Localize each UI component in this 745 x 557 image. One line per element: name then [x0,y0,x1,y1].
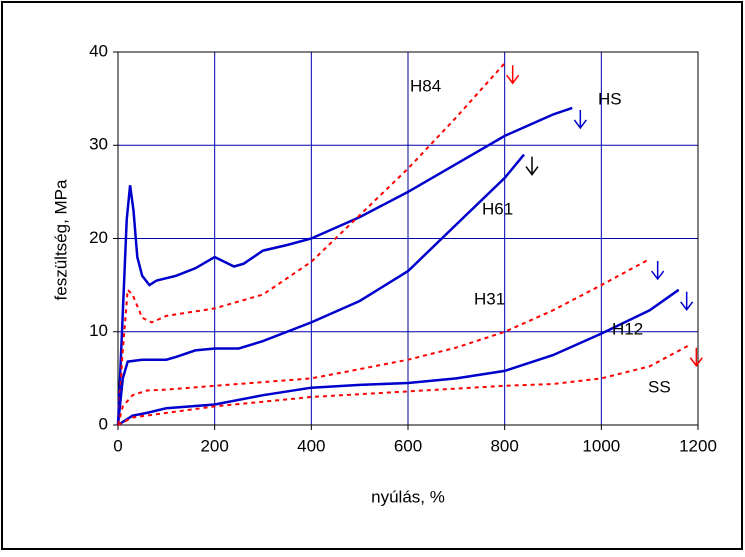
plot-border [117,51,699,426]
x-tick-label: 800 [490,436,518,455]
x-tick-label: 400 [297,436,325,455]
x-tick-label: 1000 [582,436,620,455]
series-line [117,288,680,427]
break-arrow [651,261,665,281]
y-axis-label: feszültség, MPa [51,179,70,300]
break-arrow [573,109,587,130]
series-line [116,153,525,426]
break-arrow [525,156,539,176]
y-tick-label: 40 [89,41,108,60]
x-tick-label: 200 [200,436,228,455]
series-label: H12 [612,319,643,338]
series-label: H31 [474,289,505,308]
x-tick-label: 600 [394,436,422,455]
y-tick-label: 30 [89,135,108,154]
series-line [117,62,506,426]
x-tick-label: 1200 [679,436,717,455]
y-tick-label: 0 [99,414,108,433]
series-label: H84 [410,76,441,95]
y-tick-label: 10 [89,321,108,340]
series-label: H61 [482,199,513,218]
series-label: HS [598,89,622,108]
break-arrow [680,291,694,312]
break-arrow [689,347,703,367]
series-line [117,258,651,426]
y-tick-label: 20 [89,228,108,247]
series-line [116,106,573,426]
break-arrow [506,65,520,85]
series-label: SS [648,377,671,396]
x-axis-label: nyúlás, % [371,487,445,506]
x-tick-label: 0 [113,436,122,455]
